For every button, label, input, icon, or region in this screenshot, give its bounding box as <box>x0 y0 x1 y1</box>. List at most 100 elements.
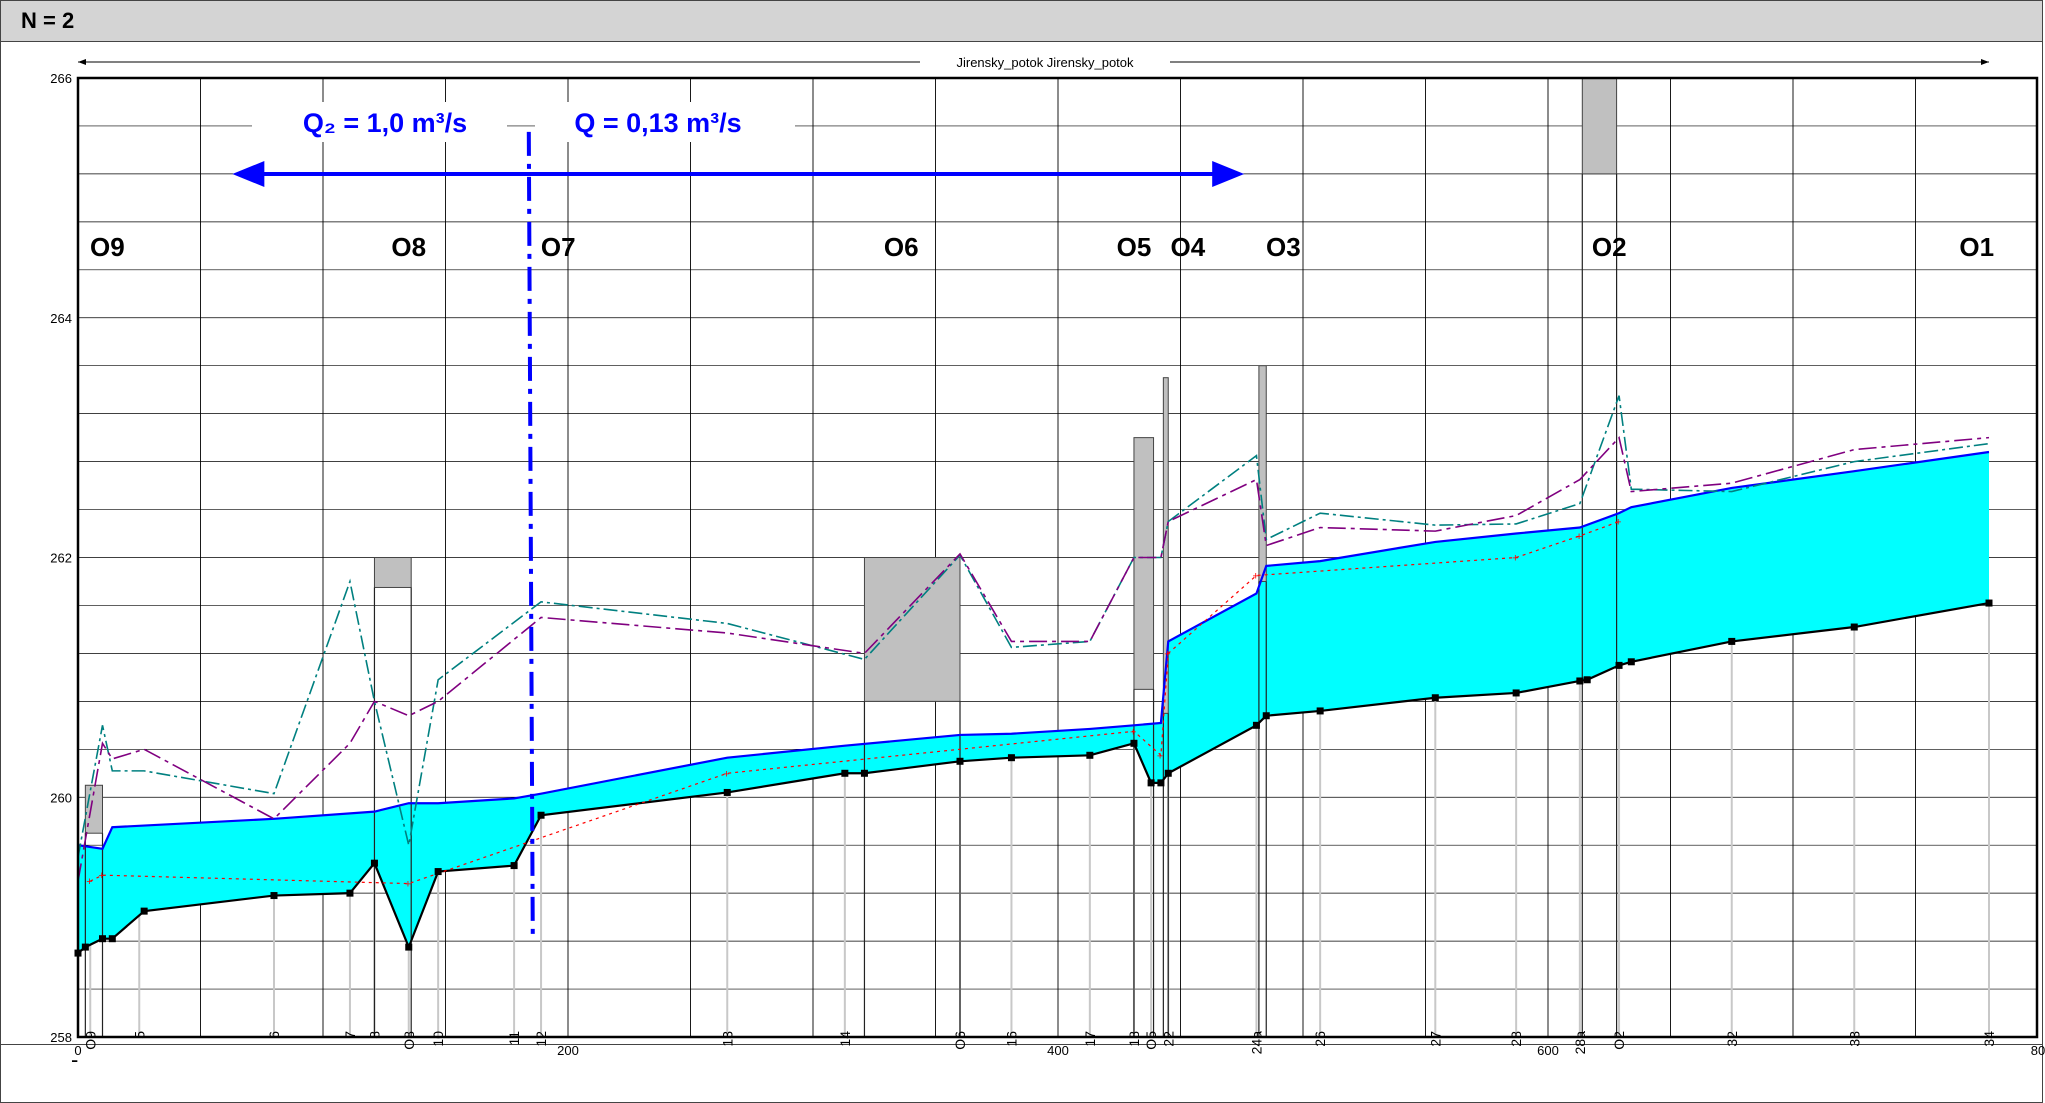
bed-point <box>1316 707 1324 715</box>
bed-point <box>370 859 378 867</box>
x-tick-label: 200 <box>557 1043 579 1058</box>
bed-point <box>1007 754 1015 762</box>
structure-label: O9 <box>90 232 125 262</box>
chart-header-title: N = 2 <box>21 8 75 33</box>
bed-point <box>434 868 442 876</box>
cross-section-label: 34 <box>1981 1031 1997 1047</box>
bed-point <box>405 943 413 951</box>
bed-point <box>1157 779 1165 787</box>
bed-point <box>1164 769 1172 777</box>
x-tick-label: 0 <box>74 1043 81 1058</box>
critical-depth-point: + <box>1252 570 1258 582</box>
bed-point <box>81 943 89 951</box>
bed-point <box>1850 623 1858 631</box>
bed-point <box>1431 694 1439 702</box>
bed-point <box>860 769 868 777</box>
structure-O8 <box>373 557 412 588</box>
discharge-label-right: Q = 0,13 m³/s <box>574 108 741 138</box>
critical-depth-point: + <box>99 870 105 882</box>
x-tick-label: 600 <box>1537 1043 1559 1058</box>
bed-point <box>1728 637 1736 645</box>
cross-section-label: 5 <box>131 1031 147 1039</box>
q-right-bg <box>535 102 795 142</box>
cross-section-label: 10 <box>430 1031 446 1047</box>
chart-header-bar: N = 2 <box>0 0 2043 42</box>
cross-section-label: 17 <box>1082 1031 1098 1047</box>
bed-point <box>841 769 849 777</box>
bed-point <box>140 907 148 915</box>
cross-section-label: 6 <box>266 1031 282 1039</box>
structure-label: O8 <box>391 232 426 262</box>
y-tick-label: 260 <box>50 790 72 805</box>
cross-section-label: O5 <box>1143 1031 1159 1050</box>
structure-O6 <box>863 557 961 702</box>
cross-section-label: 28a <box>1572 1031 1588 1055</box>
structure-label: O3 <box>1266 232 1301 262</box>
bed-point <box>1627 658 1635 666</box>
water-body-fill <box>78 452 1989 954</box>
structure-label: O5 <box>1117 232 1152 262</box>
structure-O3 <box>1258 365 1267 582</box>
cross-section-label: 13 <box>719 1031 735 1047</box>
cross-section-label: 8 <box>366 1031 382 1039</box>
critical-depth-point: + <box>405 879 411 891</box>
bed-point <box>537 811 545 819</box>
series-line-left-bank <box>77 395 1990 858</box>
x-tick-label: 400 <box>1047 1043 1069 1058</box>
critical-depth-point: + <box>86 876 92 888</box>
structures-group <box>84 77 1618 1037</box>
cross-section-label: 32 <box>1724 1031 1740 1047</box>
plot-frame <box>76 76 2039 1039</box>
cross-section-label: O8 <box>401 1031 417 1050</box>
y-tick-label: 264 <box>50 311 72 326</box>
cross-section-label: 11 <box>506 1031 522 1046</box>
structure-O2 <box>1581 77 1618 175</box>
structure-O5 <box>1133 437 1155 690</box>
cross-section-label: 26 <box>1312 1031 1328 1047</box>
cross-section-label: 14 <box>837 1031 853 1047</box>
reach-label: Jirensky_potok Jirensky_potok <box>956 55 1134 70</box>
reach-arrow-left <box>78 59 86 65</box>
bed-point <box>1252 721 1260 729</box>
y-tick-label: 266 <box>50 71 72 86</box>
bed-point <box>108 935 116 943</box>
reach-label-bg <box>920 53 1170 71</box>
bed-point <box>956 757 964 765</box>
bed-point <box>1985 599 1993 607</box>
bed-point <box>1512 689 1520 697</box>
structure-label: O6 <box>884 232 919 262</box>
bed-point <box>270 892 278 900</box>
bed-point <box>510 862 518 870</box>
series-line-critical-depth <box>89 520 1620 885</box>
critical-depth-point: + <box>723 768 729 780</box>
cross-section-label: 33 <box>1846 1031 1862 1047</box>
bed-point <box>1262 712 1270 720</box>
bed-point <box>1130 739 1138 747</box>
y-tick-label: 262 <box>50 551 72 566</box>
footer-text: - <box>71 1047 79 1072</box>
bed-point <box>1615 661 1623 669</box>
series-line-right-bank <box>77 435 1990 882</box>
cross-section-label: 7 <box>342 1031 358 1039</box>
structure-label: O7 <box>541 232 576 262</box>
series-line-water-surface <box>77 450 1990 851</box>
reach-arrow-right <box>1981 59 1989 65</box>
discharge-label-left: Q₂ = 1,0 m³/s <box>303 108 467 138</box>
cross-section-label: 24a <box>1248 1031 1264 1055</box>
flow-arrow-left-head <box>232 161 265 187</box>
critical-depth-point: + <box>1130 726 1136 738</box>
critical-depth-point: + <box>1512 553 1518 565</box>
flow-arrow-right-head <box>1212 161 1245 187</box>
cross-section-label: O6 <box>952 1031 968 1050</box>
y-tick-label: 258 <box>50 1030 72 1045</box>
bed-point <box>346 889 354 897</box>
cross-section-label: 18 <box>1126 1031 1142 1047</box>
q-left-bg <box>252 102 507 142</box>
cross-section-label: 28 <box>1508 1031 1524 1047</box>
plot-panel <box>0 42 2043 1045</box>
bed-point <box>723 788 731 796</box>
bed-point <box>99 935 106 943</box>
cross-section-label: 16 <box>1003 1031 1019 1047</box>
bed-point <box>1086 751 1094 759</box>
